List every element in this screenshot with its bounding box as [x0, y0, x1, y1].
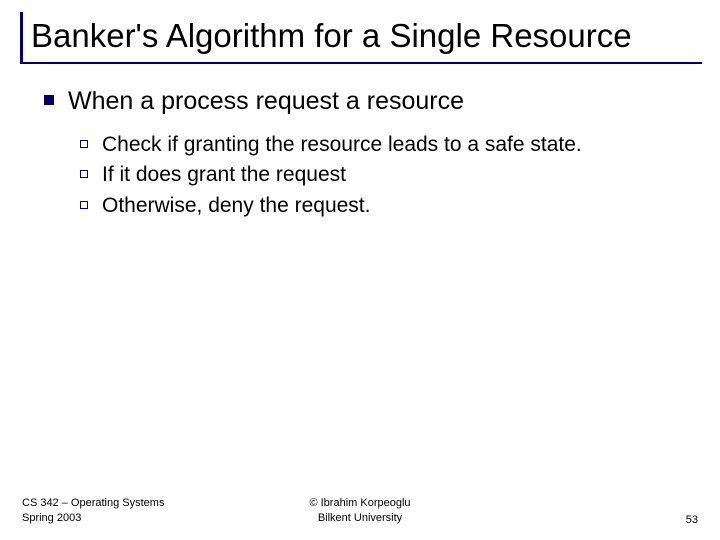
- footer-center: © Ibrahim Korpeoglu Bilkent University: [247, 496, 472, 526]
- bullet-level2-text: Check if granting the resource leads to …: [102, 131, 582, 159]
- slide: Banker's Algorithm for a Single Resource…: [0, 0, 720, 540]
- hollow-square-bullet-icon: [80, 170, 88, 178]
- footer-left: CS 342 – Operating Systems Spring 2003: [0, 496, 247, 526]
- hollow-square-bullet-icon: [80, 201, 88, 209]
- bullet-level1-text: When a process request a resource: [68, 86, 464, 117]
- institution: Bilkent University: [247, 511, 472, 526]
- hollow-square-bullet-icon: [80, 140, 88, 148]
- bullet-level1: When a process request a resource: [44, 86, 680, 117]
- bullet-level2-text: If it does grant the request: [102, 161, 346, 189]
- square-bullet-icon: [44, 95, 54, 105]
- course-code: CS 342 – Operating Systems: [22, 496, 247, 511]
- slide-title: Banker's Algorithm for a Single Resource: [31, 16, 702, 56]
- bullet-level2-text: Otherwise, deny the request.: [102, 192, 370, 220]
- semester: Spring 2003: [22, 511, 247, 526]
- footer-right: 53: [473, 514, 720, 526]
- content-area: When a process request a resource Check …: [0, 64, 720, 220]
- title-container: Banker's Algorithm for a Single Resource: [20, 12, 702, 64]
- sub-bullet-group: Check if granting the resource leads to …: [44, 131, 680, 220]
- bullet-level2: If it does grant the request: [80, 161, 680, 189]
- copyright: © Ibrahim Korpeoglu: [247, 496, 472, 511]
- footer: CS 342 – Operating Systems Spring 2003 ©…: [0, 496, 720, 526]
- bullet-level2: Otherwise, deny the request.: [80, 192, 680, 220]
- bullet-level2: Check if granting the resource leads to …: [80, 131, 680, 159]
- page-number: 53: [686, 514, 698, 526]
